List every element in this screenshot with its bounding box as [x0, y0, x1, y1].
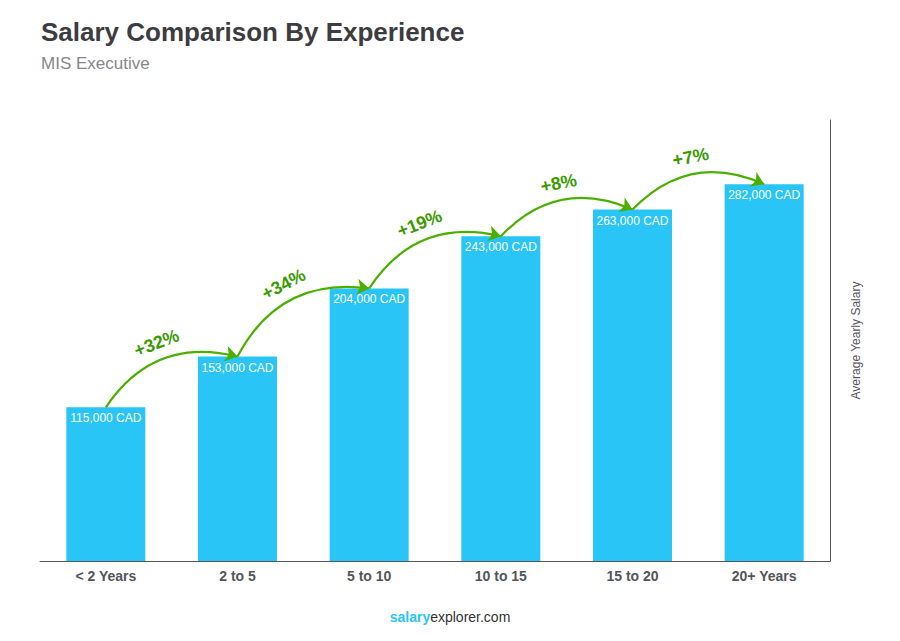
svg-text:+7%: +7%: [671, 144, 711, 171]
svg-text:explorer.com: explorer.com: [430, 609, 510, 625]
svg-text:15 to 20: 15 to 20: [606, 568, 658, 584]
svg-text:10 to 15: 10 to 15: [475, 568, 527, 584]
svg-text:+8%: +8%: [539, 170, 579, 197]
svg-text:204,000 CAD: 204,000 CAD: [333, 292, 405, 306]
svg-text:153,000 CAD: 153,000 CAD: [201, 361, 273, 375]
svg-text:282,000 CAD: 282,000 CAD: [728, 188, 800, 202]
svg-text:salary: salary: [390, 609, 431, 625]
svg-text:20+ Years: 20+ Years: [732, 568, 797, 584]
svg-text:< 2 Years: < 2 Years: [75, 568, 136, 584]
svg-text:2 to 5: 2 to 5: [219, 568, 256, 584]
svg-text:+19%: +19%: [394, 206, 445, 242]
svg-text:5 to 10: 5 to 10: [347, 568, 392, 584]
svg-text:+32%: +32%: [131, 325, 182, 360]
svg-text:Average Yearly Salary: Average Yearly Salary: [849, 282, 863, 400]
svg-text:115,000 CAD: 115,000 CAD: [70, 411, 141, 425]
svg-text:263,000 CAD: 263,000 CAD: [596, 214, 668, 228]
svg-text:+34%: +34%: [258, 265, 309, 304]
svg-text:MIS Executive: MIS Executive: [41, 54, 150, 73]
svg-text:243,000 CAD: 243,000 CAD: [465, 240, 537, 254]
svg-text:Salary Comparison By Experienc: Salary Comparison By Experience: [41, 17, 464, 47]
